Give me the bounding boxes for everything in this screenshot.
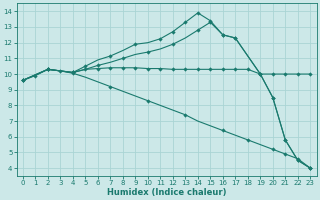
X-axis label: Humidex (Indice chaleur): Humidex (Indice chaleur) bbox=[107, 188, 226, 197]
